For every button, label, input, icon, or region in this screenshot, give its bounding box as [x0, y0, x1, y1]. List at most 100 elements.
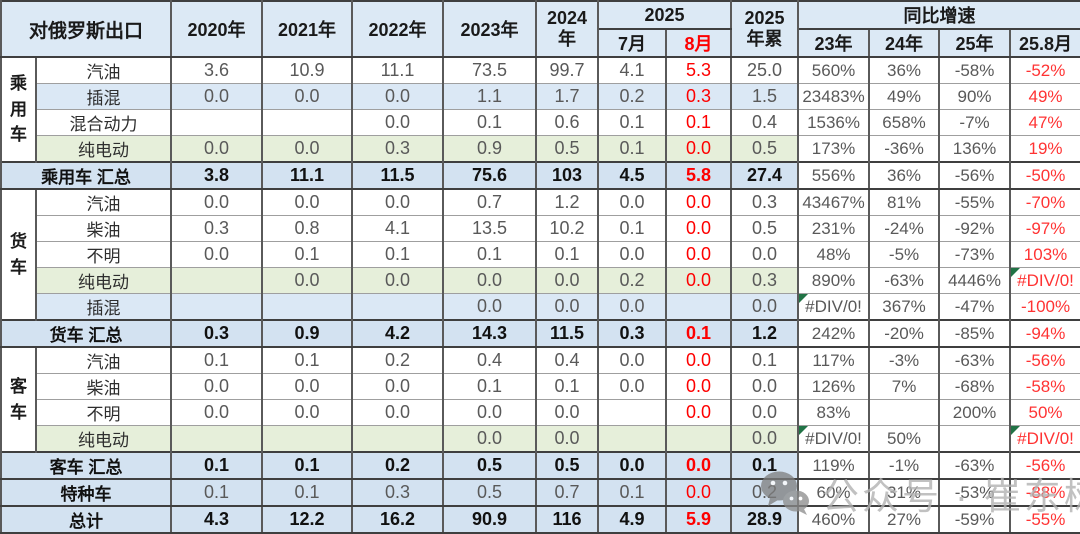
row-label: 柴油: [34, 373, 173, 400]
div0-error-cell: #DIV/0!: [797, 293, 871, 321]
table-row: 乘用车 汇总 3.8 11.1 11.5 75.6 103 4.5 5.8 27.4 556% 36…: [0, 161, 1080, 190]
value-cell: 0.3: [730, 188, 800, 216]
growth-cell: [868, 399, 941, 426]
value-cell: 0.0: [351, 188, 445, 216]
table-row: 纯电动 0.0 0.0 0.0 0.0 0.2 0.0 0.3 890% -63% 4446% #DI…: [1, 267, 1080, 294]
value-cell: 0.0: [730, 293, 800, 321]
growth-cell: 231%: [797, 215, 871, 242]
table-row: 不明 0.0 0.0 0.0 0.0 0.0 0.0 0.0 83% 200% 50%: [1, 399, 1080, 426]
growth-cell: 49%: [868, 83, 941, 110]
value-cell: 0.5: [442, 451, 538, 480]
growth-cell: 81%: [868, 188, 941, 216]
value-cell: 0.0: [170, 135, 264, 163]
growth-cell: -24%: [868, 215, 941, 242]
row-label: 纯电动: [34, 135, 173, 163]
growth-cell: 103%: [1009, 241, 1080, 268]
growth-cell: -52%: [1009, 56, 1080, 84]
value-cell: 0.0: [442, 399, 538, 426]
value-cell: 0.0: [730, 241, 800, 268]
growth-cell: 560%: [797, 56, 871, 84]
growth-cell: -56%: [1009, 346, 1080, 374]
growth-cell: 47%: [1009, 109, 1080, 136]
value-cell: [170, 109, 264, 136]
value-cell: 90.9: [442, 505, 538, 534]
growth-cell: -58%: [1009, 373, 1080, 400]
vehicle-group-label: 客车: [0, 346, 37, 453]
growth-cell: 50%: [1009, 399, 1080, 426]
table-row: 总计 4.3 12.2 16.2 90.9 116 4.9 5.9 28.9 460% 27% -59…: [0, 505, 1080, 534]
error-corner-icon: [1012, 426, 1021, 435]
div0-error-cell: #DIV/0!: [797, 425, 871, 453]
value-cell: 0.3: [351, 478, 445, 507]
value-cell: 0.0: [351, 399, 445, 426]
growth-cell: -3%: [868, 346, 941, 374]
value-cell: 0.3: [730, 267, 800, 294]
growth-cell: -47%: [938, 293, 1012, 321]
value-cell: 116: [535, 505, 600, 534]
header-row-1: 对俄罗斯出口 2020年 2021年 2022年 2023年 2024 年 20…: [0, 0, 1080, 58]
value-cell: 0.0: [665, 399, 733, 426]
row-label: 混合动力: [34, 109, 173, 136]
value-cell: 0.0: [665, 346, 733, 374]
value-cell: 0.0: [261, 373, 354, 400]
growth-cell: 19%: [1009, 135, 1080, 163]
value-cell: 0.1: [170, 451, 264, 480]
growth-cell: -97%: [1009, 215, 1080, 242]
value-cell: 0.0: [665, 215, 733, 242]
row-label: 货车 汇总: [0, 319, 173, 348]
growth-cell: -63%: [868, 267, 941, 294]
row-label: 总计: [0, 505, 173, 534]
value-cell: 0.0: [597, 293, 668, 321]
growth-cell: 60%: [797, 478, 871, 507]
value-cell: 0.4: [535, 346, 600, 374]
value-cell: 5.9: [665, 505, 733, 534]
growth-cell: -85%: [938, 319, 1012, 348]
value-cell: 0.5: [442, 478, 538, 507]
col-header-2025-cum: 2025 年累: [730, 0, 800, 58]
value-cell: [597, 425, 668, 453]
value-cell: 0.1: [442, 109, 538, 136]
growth-cell: 136%: [938, 135, 1012, 163]
value-cell: 4.1: [351, 215, 445, 242]
value-cell: [170, 425, 264, 453]
growth-cell: 4446%: [938, 267, 1012, 294]
value-cell: 0.0: [351, 109, 445, 136]
value-cell: 11.5: [351, 161, 445, 190]
value-cell: 1.2: [535, 188, 600, 216]
col-header-yoy-25: 25年: [938, 28, 1012, 58]
col-header-2022: 2022年: [351, 0, 445, 58]
value-cell: 0.0: [170, 399, 264, 426]
growth-cell: [938, 425, 1012, 453]
col-group-yoy: 同比增速: [797, 0, 1080, 30]
value-cell: 0.0: [442, 293, 538, 321]
value-cell: 0.1: [665, 109, 733, 136]
growth-cell: -1%: [868, 451, 941, 480]
value-cell: 28.9: [730, 505, 800, 534]
value-cell: 0.1: [665, 319, 733, 348]
value-cell: 0.0: [730, 373, 800, 400]
value-cell: 0.0: [261, 399, 354, 426]
value-cell: 0.0: [597, 188, 668, 216]
growth-cell: 49%: [1009, 83, 1080, 110]
growth-cell: -68%: [938, 373, 1012, 400]
col-header-2024: 2024 年: [535, 0, 600, 58]
value-cell: 0.5: [730, 135, 800, 163]
header-row-2: 7月 8月 23年 24年 25年 25.8月: [1, 28, 1080, 58]
row-label: 不明: [34, 399, 173, 426]
growth-cell: 36%: [868, 56, 941, 84]
growth-cell: 367%: [868, 293, 941, 321]
table-row: 特种车 0.1 0.1 0.3 0.5 0.7 0.1 0.0 0.2 60% 31% -53% -88…: [0, 478, 1080, 507]
value-cell: 1.7: [535, 83, 600, 110]
table-title: 对俄罗斯出口: [0, 0, 173, 58]
value-cell: 11.5: [535, 319, 600, 348]
value-cell: 0.7: [442, 188, 538, 216]
growth-cell: 890%: [797, 267, 871, 294]
growth-cell: 27%: [868, 505, 941, 534]
col-header-2025cum-line1: 2025: [744, 8, 785, 29]
growth-cell: -88%: [1009, 478, 1080, 507]
col-header-2020: 2020年: [170, 0, 264, 58]
value-cell: 0.1: [597, 109, 668, 136]
value-cell: 1.1: [442, 83, 538, 110]
value-cell: 0.1: [261, 478, 354, 507]
value-cell: 0.0: [597, 373, 668, 400]
